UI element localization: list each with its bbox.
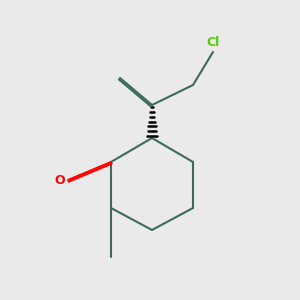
- Text: O: O: [54, 173, 65, 187]
- Text: Cl: Cl: [206, 36, 220, 49]
